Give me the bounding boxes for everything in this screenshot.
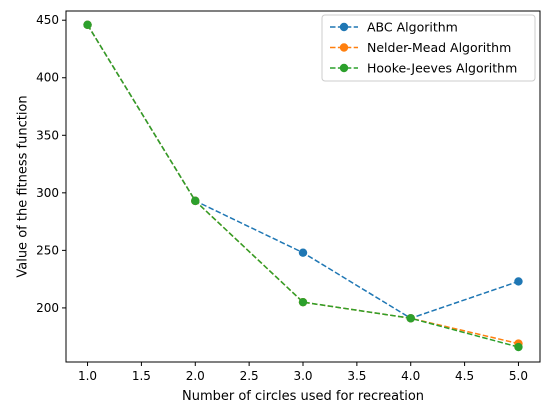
series-line xyxy=(86,24,519,348)
y-tick-label: 450 xyxy=(36,13,59,27)
legend-item: Nelder-Mead Algorithm xyxy=(330,40,511,55)
legend-marker xyxy=(339,43,349,52)
y-axis-label: Value of the fitness function xyxy=(16,95,31,277)
data-point xyxy=(191,196,200,206)
legend-label: ABC Algorithm xyxy=(367,20,458,35)
y-tick-label: 300 xyxy=(36,186,59,200)
x-tick-label: 2.5 xyxy=(240,369,259,383)
x-tick-label: 2.0 xyxy=(186,369,205,383)
legend-item: ABC Algorithm xyxy=(330,20,458,35)
data-point xyxy=(514,277,523,286)
x-tick-label: 3.5 xyxy=(347,369,366,383)
data-point xyxy=(83,20,92,30)
legend-item: Hooke-Jeeves Algorithm xyxy=(330,61,517,76)
legend-label: Hooke-Jeeves Algorithm xyxy=(367,61,517,76)
x-tick-label: 4.0 xyxy=(401,369,420,383)
data-point xyxy=(298,248,308,257)
x-axis-ticks: 1.0 1.5 2.0 2.5 3.0 3.5 4.0 4.5 5.0 xyxy=(78,362,528,383)
y-tick-label: 200 xyxy=(36,301,59,315)
legend-marker xyxy=(339,22,349,32)
y-axis-ticks: 200 250 300 350 400 450 xyxy=(36,13,66,315)
data-point xyxy=(298,297,308,307)
y-tick-label: 250 xyxy=(36,243,59,257)
x-tick-label: 1.0 xyxy=(78,369,97,383)
x-tick-label: 5.0 xyxy=(509,369,528,383)
legend: ABC Algorithm Nelder-Mead Algorithm Hooke-… xyxy=(321,14,536,82)
x-axis-label: Number of circles used for recreation xyxy=(182,389,424,404)
data-point xyxy=(406,314,415,323)
plot-area xyxy=(83,20,523,352)
legend-marker xyxy=(339,63,349,73)
legend-box xyxy=(321,14,536,82)
y-tick-label: 400 xyxy=(36,71,59,85)
data-point xyxy=(514,342,523,352)
y-tick-label: 350 xyxy=(36,128,59,142)
x-tick-label: 4.5 xyxy=(455,369,474,383)
x-tick-label: 1.5 xyxy=(132,369,151,383)
legend-label: Nelder-Mead Algorithm xyxy=(367,40,511,55)
x-tick-label: 3.0 xyxy=(293,369,312,383)
series-3 xyxy=(83,20,523,352)
